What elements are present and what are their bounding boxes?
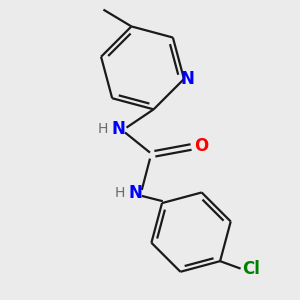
Text: H: H bbox=[98, 122, 108, 136]
Text: O: O bbox=[194, 137, 208, 155]
Text: H: H bbox=[114, 186, 124, 200]
Text: N: N bbox=[180, 70, 194, 88]
Text: N: N bbox=[111, 121, 125, 139]
Text: N: N bbox=[128, 184, 142, 202]
Text: Cl: Cl bbox=[242, 260, 260, 278]
